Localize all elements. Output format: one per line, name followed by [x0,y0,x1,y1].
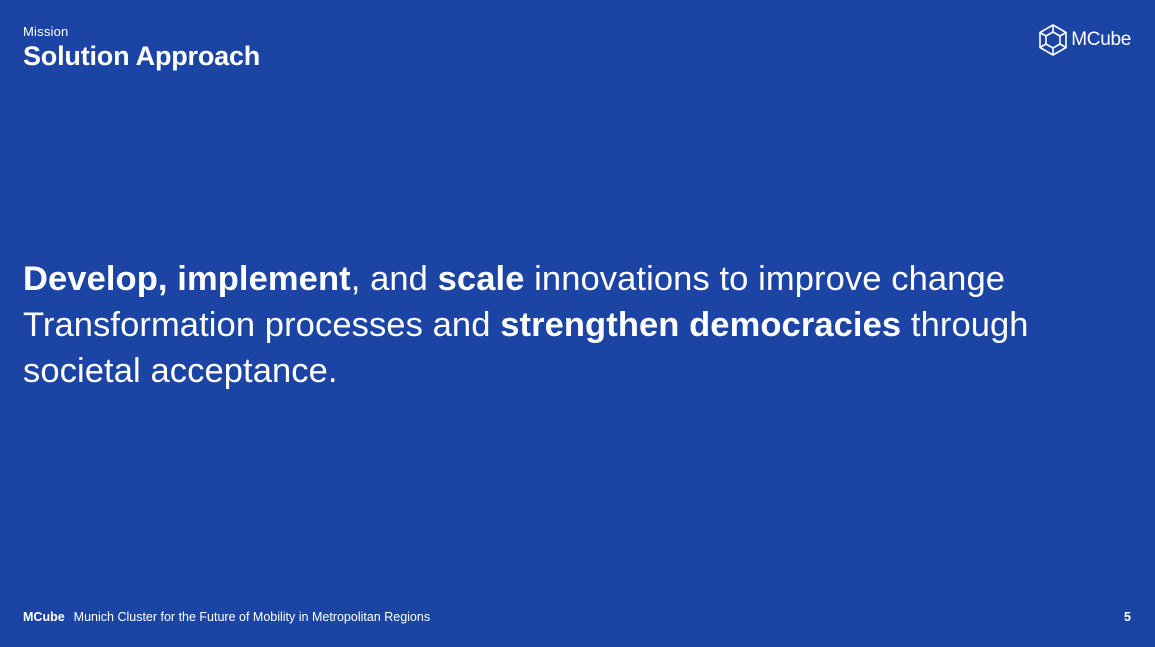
statement-text: , and [350,260,438,298]
statement-bold-scale: scale [437,260,525,298]
slide-title: Solution Approach [23,41,261,71]
statement-text: innovations to improve change Transforma… [23,260,1006,344]
page-number: 5 [1124,610,1131,624]
statement-bold-develop-implement: Develop, implement [23,260,351,298]
slide-header: Mission Solution Approach [23,24,260,72]
logo-text: MCube [1071,29,1131,50]
footer-tagline: Munich Cluster for the Future of Mobilit… [73,610,431,624]
mcube-logo: MCube [1038,23,1131,57]
footer-brand: MCube [23,610,65,624]
slide-footer: MCube Munich Cluster for the Future of M… [23,608,430,626]
statement-bold-strengthen-democracies: strengthen democracies [500,306,902,344]
mission-statement: Develop, implement, and scale innovation… [23,256,1123,394]
statement-text: through societal acceptance. [23,306,1029,390]
cube-icon [1039,24,1068,56]
section-label: Mission [23,24,69,39]
